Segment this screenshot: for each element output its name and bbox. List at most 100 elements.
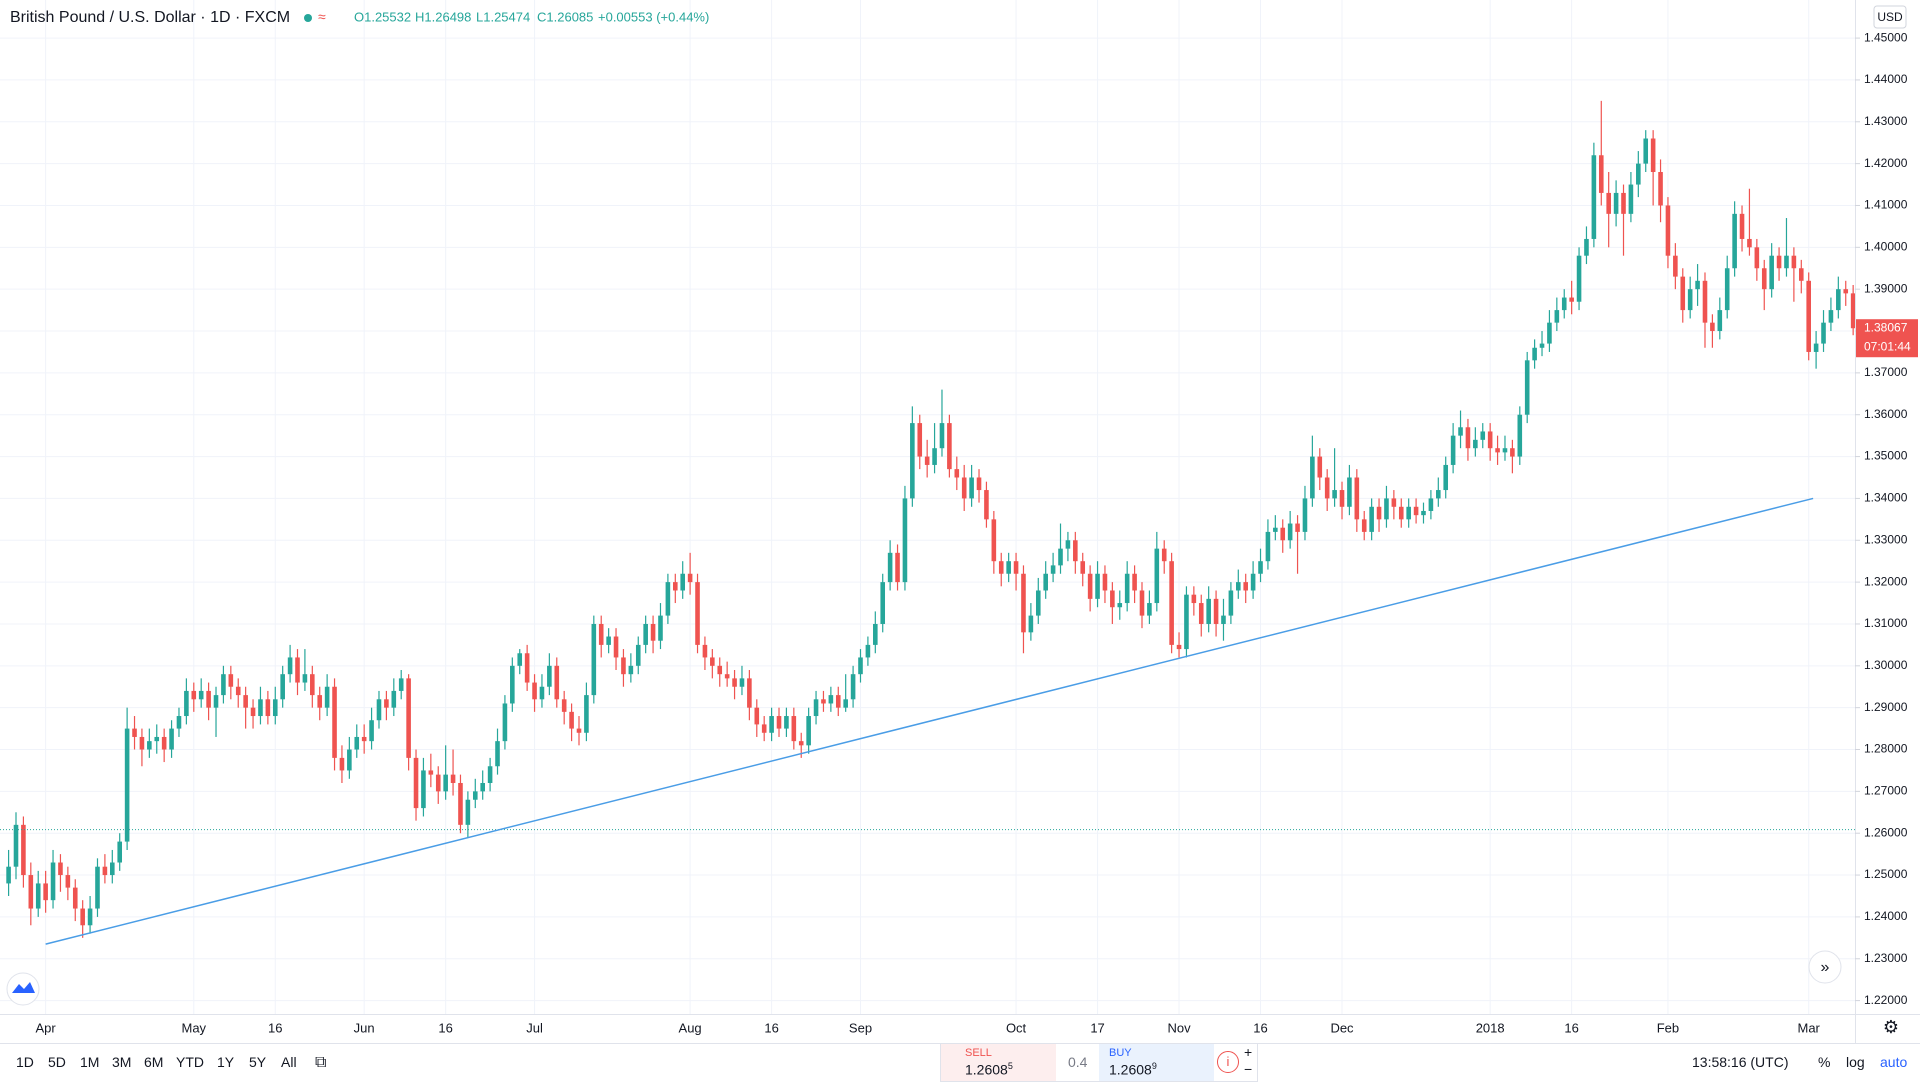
- candle-body: [917, 423, 923, 457]
- candle-body: [1080, 561, 1086, 574]
- candle-body: [1643, 138, 1649, 164]
- candle-body: [1376, 506, 1382, 520]
- scroll-right-button[interactable]: [1808, 950, 1842, 984]
- candle-body: [687, 573, 693, 583]
- candle-body: [1347, 477, 1352, 507]
- settings-icon[interactable]: ⚙: [1883, 1017, 1899, 1037]
- candle-body: [1361, 519, 1367, 532]
- candle-body: [710, 657, 715, 666]
- candle-body: [147, 741, 152, 750]
- info-icon[interactable]: i: [1217, 1051, 1239, 1073]
- log-toggle[interactable]: log: [1846, 1054, 1865, 1070]
- candle-body: [1280, 527, 1286, 541]
- candle-body: [865, 644, 871, 658]
- bottom-toolbar: 1D 5D 1M 3M 6M YTD 1Y 5Y All ⧉ SELL 1.26085 0.4 …: [0, 1043, 1920, 1082]
- candle-body: [584, 695, 589, 733]
- y-tick-label: 1.40000: [1864, 239, 1908, 253]
- candle-body: [984, 490, 989, 520]
- candle-body: [650, 623, 656, 641]
- y-tick-label: 1.44000: [1864, 72, 1908, 86]
- candle-body: [1761, 268, 1767, 290]
- candle-body: [821, 699, 826, 704]
- candle-body: [221, 674, 226, 696]
- candle-body: [732, 678, 737, 687]
- candle-body: [184, 690, 189, 717]
- candle-body: [702, 644, 708, 658]
- candle-body: [1532, 347, 1537, 361]
- buy-button[interactable]: BUY 1.26089: [1099, 1044, 1214, 1081]
- range-button[interactable]: 5D: [48, 1054, 66, 1070]
- y-tick-label: 1.41000: [1864, 198, 1908, 212]
- last-price-label: 1.38067: [1864, 320, 1908, 334]
- auto-toggle[interactable]: auto: [1880, 1054, 1908, 1070]
- candle-body: [1724, 268, 1730, 311]
- candle-body: [1524, 360, 1530, 415]
- candle-body: [1398, 506, 1404, 520]
- x-tick-label: 16: [1253, 1020, 1267, 1035]
- candle-body: [428, 770, 434, 775]
- candle-body: [1754, 247, 1760, 269]
- candle-body: [1450, 435, 1456, 465]
- candle-body: [680, 573, 686, 591]
- candle-body: [761, 724, 767, 733]
- candle-body: [443, 774, 448, 792]
- currency-label: USD: [1877, 10, 1903, 24]
- candle-body: [1028, 615, 1034, 633]
- candle-body: [35, 883, 41, 909]
- range-button[interactable]: 5Y: [249, 1054, 267, 1070]
- candle-body: [1828, 310, 1834, 323]
- range-button[interactable]: YTD: [176, 1054, 204, 1070]
- candle-body: [1798, 268, 1804, 281]
- range-button[interactable]: 3M: [112, 1054, 132, 1070]
- range-button[interactable]: 1M: [80, 1054, 100, 1070]
- candle-body: [673, 582, 678, 591]
- chart: British Pound / U.S. Dollar · 1D · FXCM …: [0, 0, 1920, 1043]
- candle-body: [1547, 322, 1552, 344]
- candle-body: [1776, 255, 1782, 269]
- candle-body: [487, 766, 493, 783]
- candle-body: [1258, 561, 1263, 574]
- candle-body: [1043, 573, 1048, 591]
- plus-button[interactable]: +: [1244, 1044, 1253, 1060]
- candle-body: [843, 699, 848, 708]
- range-button[interactable]: 1D: [16, 1054, 34, 1070]
- candle-body: [1117, 603, 1123, 608]
- candle-body: [954, 469, 960, 478]
- candle-body: [95, 866, 100, 909]
- y-tick-label: 1.34000: [1864, 491, 1908, 505]
- candle-body: [176, 716, 182, 729]
- candle-body: [384, 699, 389, 708]
- candle-body: [1132, 573, 1137, 591]
- y-tick-label: 1.29000: [1864, 700, 1908, 714]
- candle-body: [1243, 582, 1249, 591]
- candle-body: [658, 615, 663, 641]
- candle-body: [717, 665, 723, 675]
- candle-body: [1695, 280, 1700, 290]
- range-button[interactable]: All: [281, 1054, 297, 1070]
- candle-body: [1687, 289, 1693, 311]
- candle-body: [1213, 598, 1219, 624]
- candle-body: [510, 665, 515, 704]
- sell-button[interactable]: SELL 1.26085: [941, 1044, 1056, 1081]
- candle-body: [1339, 490, 1345, 507]
- candle-body: [398, 678, 404, 691]
- currency-box[interactable]: [1873, 5, 1907, 29]
- candle-body: [228, 674, 234, 687]
- candle-body: [169, 728, 174, 750]
- range-button[interactable]: 1Y: [217, 1054, 235, 1070]
- candle-body: [1228, 590, 1234, 616]
- range-button[interactable]: 6M: [144, 1054, 164, 1070]
- candle-body: [1850, 293, 1856, 329]
- candle-body: [1813, 343, 1819, 352]
- date-range-icon[interactable]: ⧉: [315, 1054, 327, 1071]
- candle-body: [235, 686, 241, 696]
- candle-body: [154, 736, 160, 742]
- candle-body: [643, 623, 648, 645]
- y-tick-label: 1.36000: [1864, 407, 1908, 421]
- candle-body: [332, 686, 337, 758]
- candle-body: [1139, 590, 1145, 616]
- minus-button[interactable]: −: [1244, 1061, 1253, 1077]
- candle-body: [1561, 297, 1567, 311]
- percent-toggle[interactable]: %: [1818, 1054, 1831, 1070]
